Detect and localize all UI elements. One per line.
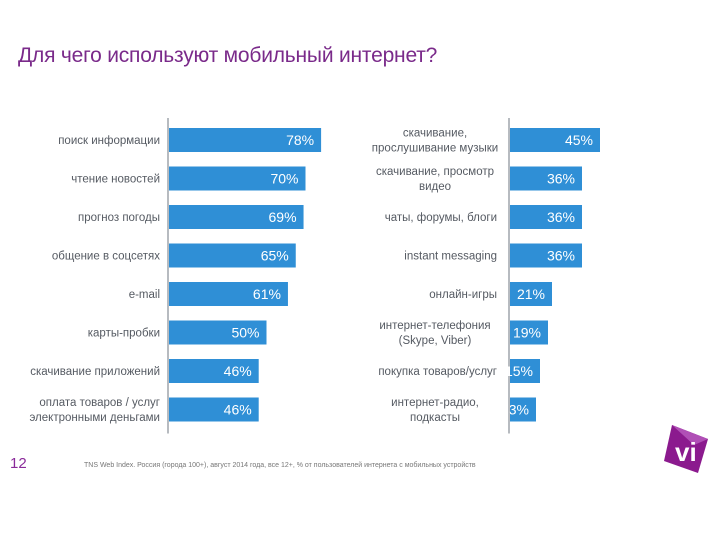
bar-value-label: 36% bbox=[547, 248, 575, 264]
bar bbox=[510, 243, 582, 268]
bar bbox=[510, 205, 582, 229]
bar-value-label: 69% bbox=[269, 209, 297, 225]
page-title: Для чего используют мобильный интернет? bbox=[18, 44, 438, 67]
category-label: интернет-телефония (Skype, Viber) bbox=[379, 320, 490, 347]
category-label: instant messaging bbox=[404, 251, 497, 263]
category-label: оплата товаров / услуг электронными деньг… bbox=[29, 397, 160, 424]
bar bbox=[169, 243, 296, 268]
bar bbox=[510, 397, 536, 422]
bar bbox=[510, 359, 540, 383]
category-label: скачивание приложений bbox=[30, 366, 160, 378]
logo-text: vi bbox=[675, 437, 697, 467]
bar bbox=[169, 320, 267, 345]
category-label: онлайн-игры bbox=[429, 289, 497, 301]
page-number: 12 bbox=[10, 455, 27, 472]
bar-value-label: 19% bbox=[513, 325, 541, 341]
category-label: чаты, форумы, блоги bbox=[385, 212, 497, 224]
left-bar-chart: 78% поиск информации 70% чтение новостей 69%… bbox=[29, 118, 322, 434]
vi-logo-icon: vi bbox=[664, 425, 708, 473]
bar-value-label: 13% bbox=[501, 402, 529, 418]
bar bbox=[169, 128, 322, 152]
category-label: чтение новостей bbox=[71, 174, 160, 186]
bar bbox=[169, 359, 259, 383]
bar-value-label: 45% bbox=[565, 132, 593, 148]
right-bar-chart: 45% скачивание, прослушивание музыки 36% ска… bbox=[372, 118, 600, 434]
bar-value-label: 61% bbox=[253, 286, 281, 302]
bar-value-label: 65% bbox=[261, 248, 289, 264]
category-label: скачивание, прослушивание музыки bbox=[372, 128, 498, 155]
bar-value-label: 46% bbox=[224, 402, 252, 418]
source-footnote: TNS Web Index. Россия (города 100+), авг… bbox=[84, 462, 476, 469]
category-label: покупка товаров/услуг bbox=[378, 366, 497, 378]
bar bbox=[510, 320, 548, 345]
bar-value-label: 78% bbox=[286, 132, 314, 148]
category-label: поиск информации bbox=[58, 135, 160, 147]
bar-value-label: 70% bbox=[270, 171, 298, 187]
category-label: общение в соцсетях bbox=[52, 251, 160, 263]
category-label: скачивание, просмотр видео bbox=[376, 166, 494, 193]
bar bbox=[510, 282, 552, 306]
bar bbox=[169, 166, 306, 191]
bar-value-label: 50% bbox=[231, 325, 259, 341]
category-label: e-mail bbox=[129, 289, 160, 301]
bar-value-label: 21% bbox=[517, 286, 545, 302]
bar bbox=[169, 282, 288, 306]
bar bbox=[169, 205, 304, 229]
bar-value-label: 36% bbox=[547, 209, 575, 225]
category-label: карты-пробки bbox=[88, 328, 160, 340]
bar-value-label: 46% bbox=[224, 363, 252, 379]
bar bbox=[510, 128, 600, 152]
bar bbox=[510, 166, 582, 191]
category-label: прогноз погоды bbox=[78, 212, 160, 224]
category-label: интернет-радио, подкасты bbox=[391, 397, 479, 424]
bar-value-label: 36% bbox=[547, 171, 575, 187]
bar bbox=[169, 397, 259, 422]
bar-value-label: 15% bbox=[505, 363, 533, 379]
